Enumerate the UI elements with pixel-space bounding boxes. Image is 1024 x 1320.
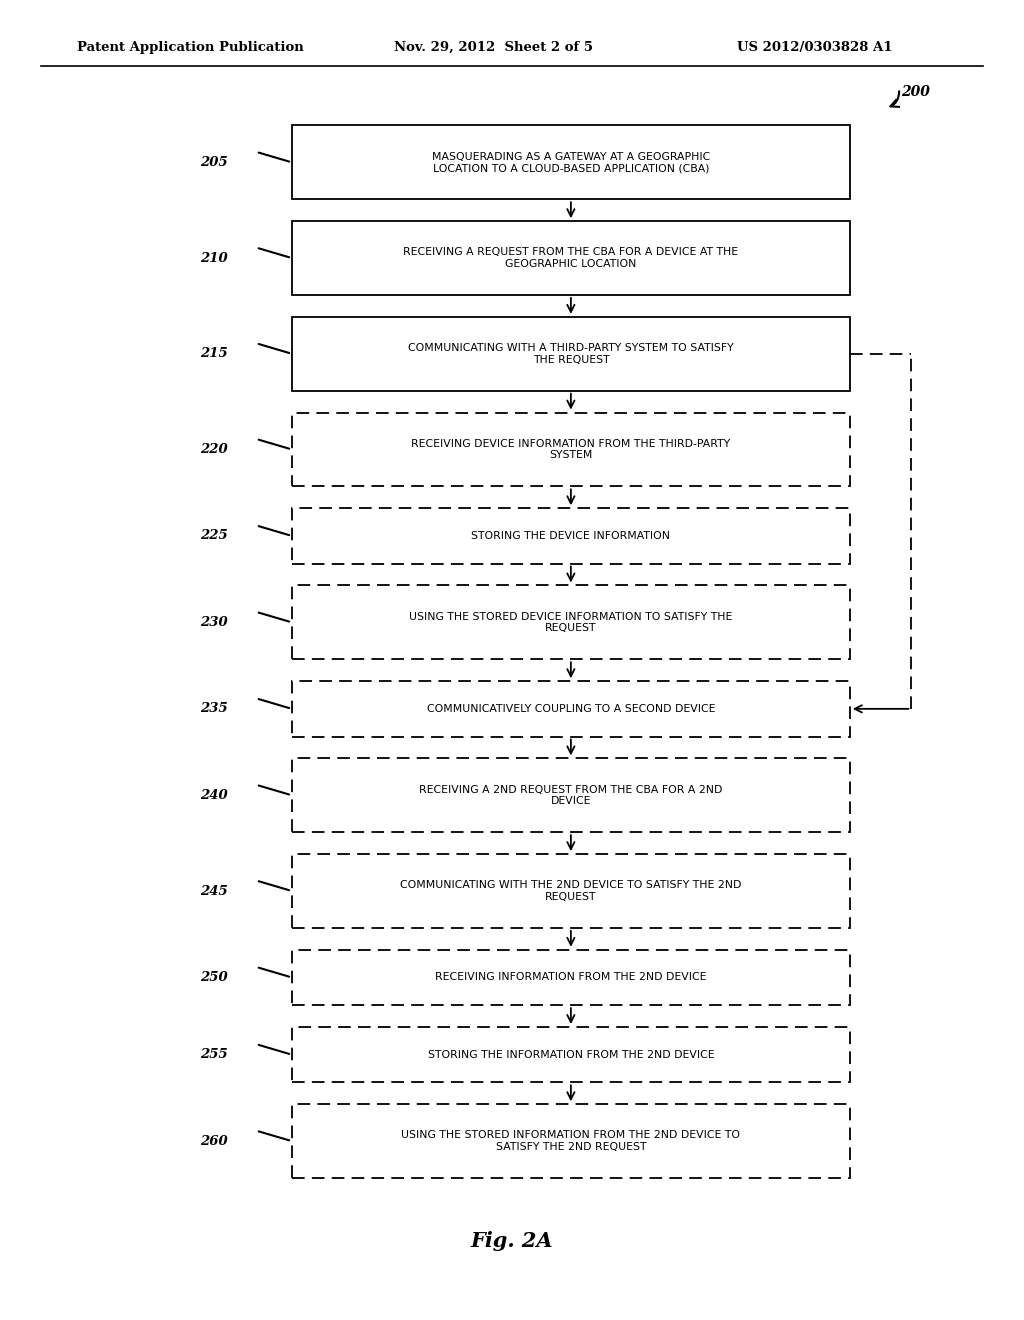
Text: Fig. 2A: Fig. 2A xyxy=(471,1230,553,1251)
Text: STORING THE DEVICE INFORMATION: STORING THE DEVICE INFORMATION xyxy=(471,531,671,541)
FancyBboxPatch shape xyxy=(292,508,850,564)
Text: 230: 230 xyxy=(200,616,227,628)
Text: RECEIVING A 2ND REQUEST FROM THE CBA FOR A 2ND
DEVICE: RECEIVING A 2ND REQUEST FROM THE CBA FOR… xyxy=(419,784,723,807)
FancyBboxPatch shape xyxy=(292,220,850,296)
Text: 255: 255 xyxy=(200,1048,227,1061)
Text: Patent Application Publication: Patent Application Publication xyxy=(77,41,303,54)
Text: USING THE STORED DEVICE INFORMATION TO SATISFY THE
REQUEST: USING THE STORED DEVICE INFORMATION TO S… xyxy=(410,611,732,634)
Text: 235: 235 xyxy=(200,702,227,715)
Text: 210: 210 xyxy=(200,252,227,264)
Text: Nov. 29, 2012  Sheet 2 of 5: Nov. 29, 2012 Sheet 2 of 5 xyxy=(394,41,593,54)
Text: 225: 225 xyxy=(200,529,227,543)
Text: 200: 200 xyxy=(901,86,930,99)
Text: 215: 215 xyxy=(200,347,227,360)
Text: RECEIVING A REQUEST FROM THE CBA FOR A DEVICE AT THE
GEOGRAPHIC LOCATION: RECEIVING A REQUEST FROM THE CBA FOR A D… xyxy=(403,247,738,269)
Text: 250: 250 xyxy=(200,972,227,983)
Text: 245: 245 xyxy=(200,884,227,898)
FancyBboxPatch shape xyxy=(292,586,850,660)
Text: RECEIVING INFORMATION FROM THE 2ND DEVICE: RECEIVING INFORMATION FROM THE 2ND DEVIC… xyxy=(435,973,707,982)
Text: 260: 260 xyxy=(200,1135,227,1147)
Text: US 2012/0303828 A1: US 2012/0303828 A1 xyxy=(737,41,893,54)
FancyBboxPatch shape xyxy=(292,759,850,833)
Text: MASQUERADING AS A GATEWAY AT A GEOGRAPHIC
LOCATION TO A CLOUD-BASED APPLICATION : MASQUERADING AS A GATEWAY AT A GEOGRAPHI… xyxy=(432,152,710,173)
FancyBboxPatch shape xyxy=(292,950,850,1006)
FancyBboxPatch shape xyxy=(292,1027,850,1082)
FancyBboxPatch shape xyxy=(292,412,850,487)
FancyBboxPatch shape xyxy=(292,1104,850,1179)
Text: 220: 220 xyxy=(200,444,227,455)
FancyBboxPatch shape xyxy=(292,125,850,199)
Text: COMMUNICATING WITH A THIRD-PARTY SYSTEM TO SATISFY
THE REQUEST: COMMUNICATING WITH A THIRD-PARTY SYSTEM … xyxy=(409,343,733,364)
Text: USING THE STORED INFORMATION FROM THE 2ND DEVICE TO
SATISFY THE 2ND REQUEST: USING THE STORED INFORMATION FROM THE 2N… xyxy=(401,1130,740,1152)
FancyBboxPatch shape xyxy=(292,854,850,928)
FancyBboxPatch shape xyxy=(292,317,850,391)
Text: RECEIVING DEVICE INFORMATION FROM THE THIRD-PARTY
SYSTEM: RECEIVING DEVICE INFORMATION FROM THE TH… xyxy=(412,438,730,461)
Text: COMMUNICATING WITH THE 2ND DEVICE TO SATISFY THE 2ND
REQUEST: COMMUNICATING WITH THE 2ND DEVICE TO SAT… xyxy=(400,880,741,902)
Text: 240: 240 xyxy=(200,789,227,801)
Text: 205: 205 xyxy=(200,156,227,169)
Text: COMMUNICATIVELY COUPLING TO A SECOND DEVICE: COMMUNICATIVELY COUPLING TO A SECOND DEV… xyxy=(427,704,715,714)
Text: STORING THE INFORMATION FROM THE 2ND DEVICE: STORING THE INFORMATION FROM THE 2ND DEV… xyxy=(428,1049,714,1060)
FancyBboxPatch shape xyxy=(292,681,850,737)
